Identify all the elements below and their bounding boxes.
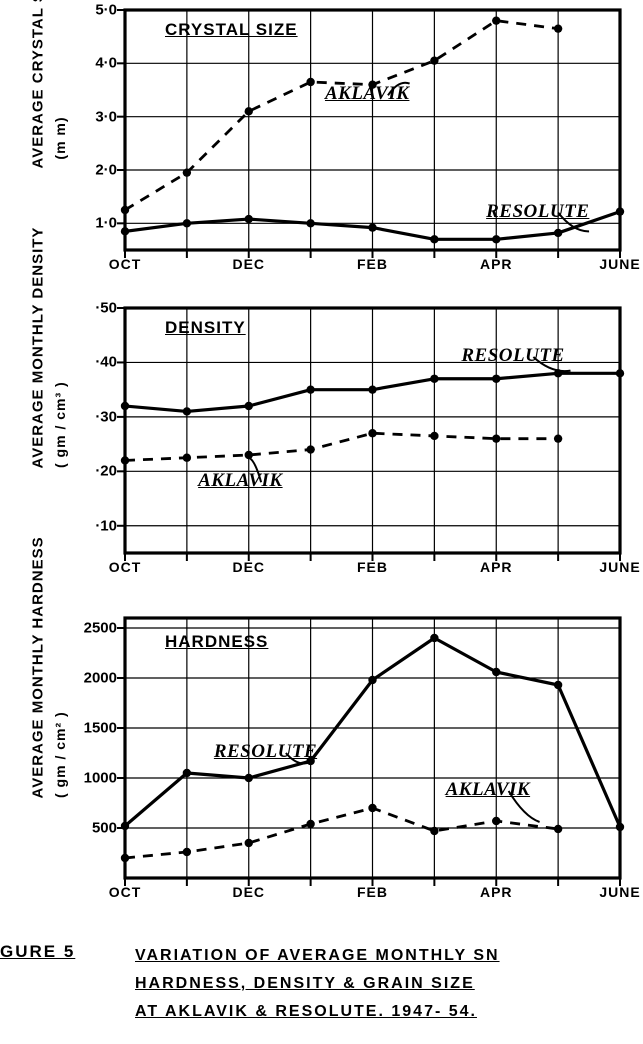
ytick-label: ·40 [95, 354, 117, 371]
ytick-label: 1500 [84, 720, 117, 737]
hardness-chart: HARDNESS 5001000150020002500OCTDECFEBAPR… [125, 618, 620, 878]
ytick-label: 2500 [84, 620, 117, 637]
resolute-label: RESOLUTE [486, 201, 589, 223]
xtick-label: APR [480, 884, 513, 900]
hardness-svg [125, 618, 620, 878]
ytick-label: 5·0 [95, 2, 117, 19]
ytick-label: 1000 [84, 770, 117, 787]
xtick-label: DEC [232, 884, 265, 900]
chart2-yunit-group: ( gm / cm³ ) [30, 430, 90, 440]
page: AVERAGE CRYSTAL SIZE (m m) AVERAGE MONTH… [0, 0, 643, 1044]
xtick-label: APR [480, 256, 513, 272]
ytick-label: ·20 [95, 463, 117, 480]
xtick-label: DEC [232, 559, 265, 575]
ytick-label: 3·0 [95, 108, 117, 125]
caption-line2: HARDNESS, DENSITY & GRAIN SIZE [135, 975, 475, 992]
density-chart: DENSITY ·10·20·30·40·50OCTDECFEBAPRJUNER… [125, 308, 620, 553]
figure-text: VARIATION OF AVERAGE MONTHLY SN HARDNESS… [135, 942, 643, 1026]
chart2-title: DENSITY [165, 318, 246, 338]
xtick-label: OCT [109, 256, 142, 272]
chart1-title: CRYSTAL SIZE [165, 20, 298, 40]
aklavik-label: AKLAVIK [325, 83, 409, 105]
chart3-yunit: ( gm / cm² ) [52, 738, 68, 798]
resolute-label: RESOLUTE [461, 345, 564, 367]
ytick-label: ·10 [95, 517, 117, 534]
resolute-label: RESOLUTE [214, 741, 317, 763]
chart3-title: HARDNESS [165, 632, 268, 652]
chart1-yunit-group: (m m) [30, 130, 90, 140]
ytick-label: 2000 [84, 670, 117, 687]
xtick-label: DEC [232, 256, 265, 272]
ytick-label: ·30 [95, 408, 117, 425]
caption-line1: VARIATION OF AVERAGE MONTHLY SN [135, 947, 500, 964]
xtick-label: APR [480, 559, 513, 575]
xtick-label: JUNE [599, 559, 640, 575]
ytick-label: 500 [92, 820, 117, 837]
xtick-label: FEB [357, 559, 388, 575]
figure-label: GURE 5 [0, 942, 75, 962]
ytick-label: ·50 [95, 300, 117, 317]
crystal-size-chart: CRYSTAL SIZE 1·02·03·04·05·0OCTDECFEBAPR… [125, 10, 620, 250]
chart3-yunit-group: ( gm / cm² ) [30, 760, 90, 770]
chart1-yunit: (m m) [52, 108, 68, 168]
xtick-label: OCT [109, 559, 142, 575]
aklavik-label: AKLAVIK [446, 779, 530, 801]
ytick-label: 4·0 [95, 55, 117, 72]
xtick-label: OCT [109, 884, 142, 900]
xtick-label: FEB [357, 256, 388, 272]
xtick-label: JUNE [599, 884, 640, 900]
ytick-label: 1·0 [95, 215, 117, 232]
xtick-label: FEB [357, 884, 388, 900]
ytick-label: 2·0 [95, 162, 117, 179]
chart2-yunit: ( gm / cm³ ) [52, 408, 68, 468]
caption-line3: AT AKLAVIK & RESOLUTE. 1947- 54. [135, 1003, 477, 1020]
aklavik-label: AKLAVIK [198, 470, 282, 492]
xtick-label: JUNE [599, 256, 640, 272]
